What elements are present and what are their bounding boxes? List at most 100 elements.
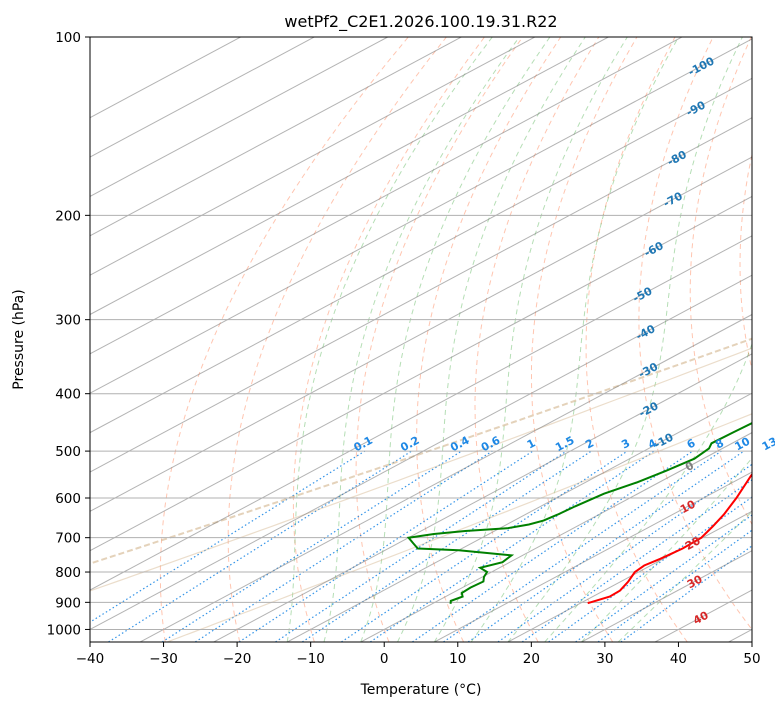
y-tick-label: 700 xyxy=(55,531,81,547)
x-tick-label: 0 xyxy=(380,651,389,667)
mixing-ratio-line xyxy=(497,463,752,642)
y-tick-label: 900 xyxy=(55,595,81,611)
mixing-ratio-line xyxy=(521,479,752,642)
y-axis-label: Pressure (hPa) xyxy=(11,289,27,389)
mixing-ratio-line xyxy=(412,450,694,642)
mixing-ratio-label: 10 xyxy=(733,435,753,454)
dry-adiabat-line xyxy=(355,37,524,642)
dewpoint-line xyxy=(406,422,752,604)
mixing-ratio-line xyxy=(597,529,752,642)
temperature-line xyxy=(587,472,752,605)
mixing-ratio-line xyxy=(443,450,722,642)
moist-adiabat-line xyxy=(286,37,493,642)
isotherm-line xyxy=(90,274,752,631)
isotherm-line xyxy=(90,37,316,158)
isotherm-label: -70 xyxy=(661,189,685,210)
pressure-gridlines xyxy=(90,37,752,630)
isotherm-line xyxy=(139,313,752,642)
dry-adiabat-line xyxy=(585,37,688,642)
isotherm-label: 40 xyxy=(691,609,711,628)
x-tick-label: −40 xyxy=(76,651,105,667)
isotherm-label: -40 xyxy=(634,322,658,343)
mixing-ratio-line xyxy=(194,450,493,642)
x-tick-label: −20 xyxy=(223,651,252,667)
x-tick-label: 20 xyxy=(523,651,540,667)
isotherm-line xyxy=(90,37,684,355)
isotherm-label: -100 xyxy=(686,54,717,79)
isotherm-line xyxy=(286,392,752,642)
isotherm-line xyxy=(90,77,752,434)
isotherm-label: -90 xyxy=(684,98,708,119)
moist-adiabat-line xyxy=(433,37,628,642)
tan-curve-line xyxy=(90,347,752,592)
y-tick-label: 500 xyxy=(55,444,81,460)
mixing-ratio-line xyxy=(108,450,412,642)
mixing-ratio-label: 8 xyxy=(713,436,726,451)
isotherm-label: -80 xyxy=(665,148,689,169)
moist-adiabat-line xyxy=(360,37,551,642)
mixing-ratio-label: 6 xyxy=(685,436,698,451)
isotherm-line xyxy=(90,37,242,119)
isotherm-label: 10 xyxy=(678,497,698,516)
isotherm-label: -50 xyxy=(631,284,655,305)
mixing-ratio-label: 3 xyxy=(619,436,632,451)
tan-curve-line xyxy=(166,413,752,642)
dry-adiabat-line xyxy=(689,37,752,526)
dry-adiabat-line xyxy=(227,37,447,642)
plot-frame xyxy=(89,36,753,643)
isotherm-line xyxy=(90,195,752,552)
x-tick-label: −10 xyxy=(296,651,325,667)
isotherm-label: 20 xyxy=(683,534,703,553)
profile-series xyxy=(406,422,752,605)
dry-adiabat-line xyxy=(531,37,638,642)
isotherm-label: 30 xyxy=(685,572,705,591)
isotherm-label: -20 xyxy=(637,399,661,420)
y-tick-label: 100 xyxy=(55,30,81,46)
y-tick-label: 1000 xyxy=(47,622,81,638)
isotherm-line xyxy=(90,37,536,276)
dry-adiabat-line xyxy=(159,37,409,642)
isotherm-line xyxy=(90,117,752,473)
moist-adiabat-line xyxy=(397,37,586,642)
moist-adiabat-line xyxy=(507,37,743,642)
y-tick-label: 600 xyxy=(55,491,81,507)
mixing-ratio-line xyxy=(575,514,752,642)
mixing-ratio-line xyxy=(369,450,655,642)
mixing-ratio-line xyxy=(90,450,366,623)
mixing-ratio-label: 13 xyxy=(760,435,775,454)
isotherm-line xyxy=(90,235,752,591)
background-lines xyxy=(90,37,752,642)
moist-adiabat-line xyxy=(470,37,679,642)
isotherm-line xyxy=(90,37,610,316)
dry-adiabat-line xyxy=(638,37,752,631)
dry-adiabat-line xyxy=(416,37,562,642)
isotherm-line xyxy=(433,471,752,642)
x-tick-label: 10 xyxy=(449,651,466,667)
x-tick-label: 30 xyxy=(596,651,613,667)
isotherm-line xyxy=(506,510,752,642)
dry-adiabat-line xyxy=(739,152,752,372)
y-tick-label: 300 xyxy=(55,313,81,329)
isotherm-label: 0 xyxy=(683,459,696,474)
moist-adiabat-line xyxy=(581,457,752,642)
isotherm-line xyxy=(90,37,463,237)
x-tick-label: 40 xyxy=(670,651,687,667)
x-axis-label: Temperature (°C) xyxy=(360,682,482,698)
moist-adiabat-line xyxy=(323,37,520,642)
dry-adiabat-line xyxy=(474,37,600,642)
x-tick-label: −30 xyxy=(149,651,178,667)
mixing-ratio-line xyxy=(275,450,567,642)
isotherm-line xyxy=(90,38,752,394)
mixing-ratio-line xyxy=(161,450,462,642)
isotherm-line xyxy=(90,37,389,197)
y-tick-label: 800 xyxy=(55,565,81,581)
isotherm-label: -60 xyxy=(642,239,666,260)
mixing-ratio-line xyxy=(301,450,592,642)
y-tick-label: 400 xyxy=(55,387,81,403)
isotherm-line xyxy=(359,432,752,642)
isotherm-line xyxy=(212,353,752,642)
isotherm-line xyxy=(90,156,752,512)
mixing-ratio-line xyxy=(341,450,628,642)
